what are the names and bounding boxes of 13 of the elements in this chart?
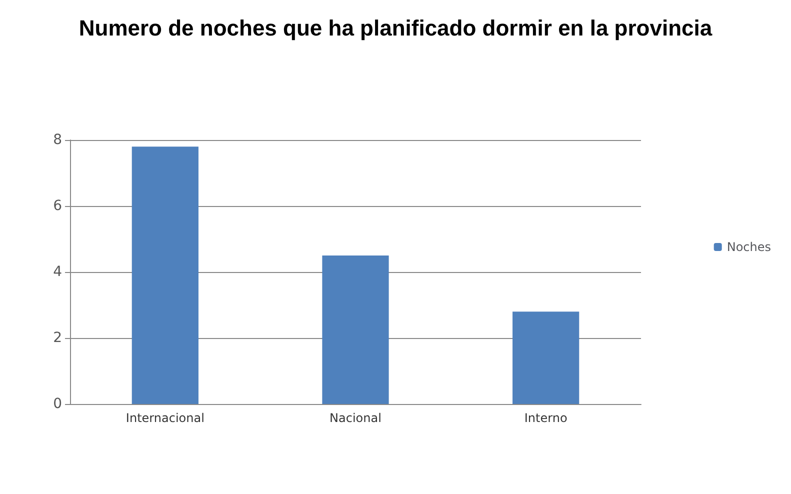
chart-title: Numero de noches que ha planificado dormir en la provincia: [78, 16, 713, 40]
y-tick-label: 0: [53, 396, 62, 412]
y-tick-label: 4: [53, 264, 62, 280]
y-tick-label: 2: [53, 330, 62, 346]
bar: [512, 312, 580, 404]
y-tick-label: 8: [53, 132, 62, 148]
x-tick-label: Nacional: [330, 411, 382, 425]
x-tick-label: Interno: [524, 411, 568, 425]
legend-label: Noches: [726, 240, 771, 254]
y-tick-label: 6: [53, 198, 62, 214]
bar: [322, 256, 389, 404]
x-tick-label: Internacional: [126, 411, 204, 425]
bar: [132, 146, 198, 404]
